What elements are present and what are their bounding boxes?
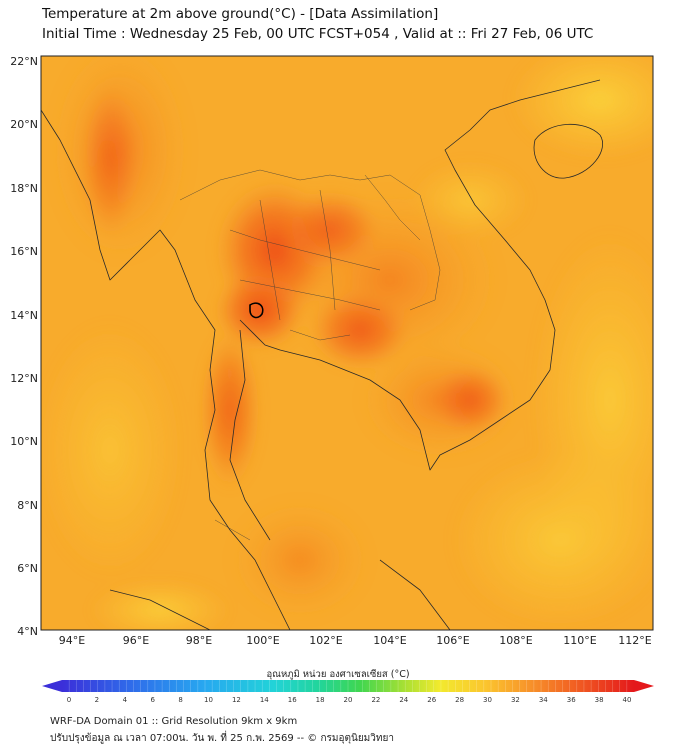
lon-label: 100°E [246, 634, 279, 647]
colorbar-tick-label: 32 [511, 696, 520, 704]
lat-label: 16°N [10, 245, 38, 258]
colorbar-tick-label: 28 [455, 696, 464, 704]
temperature-field [41, 56, 653, 630]
lon-label: 108°E [499, 634, 532, 647]
coastlines [41, 79, 603, 630]
colorbar-tick-label: 14 [260, 696, 269, 704]
lon-label: 94°E [59, 634, 85, 647]
colorbar-tick-label: 12 [232, 696, 241, 704]
colorbar-tick-label: 4 [123, 696, 128, 704]
lat-label: 12°N [10, 372, 38, 385]
lat-label: 20°N [10, 118, 38, 131]
lon-label: 98°E [186, 634, 212, 647]
colorbar-tick-label: 20 [344, 696, 353, 704]
lon-label: 102°E [309, 634, 342, 647]
lat-label: 4°N [17, 625, 38, 638]
footer-model-info: WRF-DA Domain 01 :: Grid Resolution 9km … [50, 716, 298, 727]
admin-borders [179, 169, 441, 541]
colorbar: 0 2 4 6 8 10 12 14 16 18 20 22 24 26 28 30 32 34 36 38 40 [42, 680, 654, 704]
colorbar-tick-label: 22 [371, 696, 380, 704]
colorbar-tick-label: 40 [623, 696, 632, 704]
colorbar-gradient [62, 680, 634, 692]
lon-label: 112°E [618, 634, 651, 647]
lon-label: 110°E [563, 634, 596, 647]
colorbar-min-arrow [42, 680, 62, 692]
colorbar-tick-label: 18 [316, 696, 325, 704]
lat-label: 18°N [10, 182, 38, 195]
lat-label: 6°N [17, 562, 38, 575]
latitude-labels: 22°N 20°N 18°N 16°N 14°N 12°N 10°N 8°N 6… [10, 55, 38, 638]
colorbar-tick-label: 38 [595, 696, 604, 704]
colorbar-tick-label: 2 [95, 696, 99, 704]
longitude-labels: 94°E 96°E 98°E 100°E 102°E 104°E 106°E 1… [59, 634, 652, 647]
colorbar-tick-label: 10 [204, 696, 213, 704]
lon-label: 104°E [373, 634, 406, 647]
footer-credit: ปรับปรุงข้อมูล ณ เวลา 07:00น. วัน พ. ที่… [50, 733, 394, 744]
colorbar-tick-label: 36 [567, 696, 576, 704]
colorbar-tick-label: 6 [150, 696, 155, 704]
colorbar-ticks: 0 2 4 6 8 10 12 14 16 18 20 22 24 26 28 30 32 34 36 38 40 [67, 680, 632, 704]
lat-label: 22°N [10, 55, 38, 68]
colorbar-tick-label: 8 [178, 696, 182, 704]
colorbar-tick-label: 24 [399, 696, 408, 704]
map-title: Temperature at 2m above ground(°C) - [Da… [42, 6, 439, 22]
lon-label: 106°E [436, 634, 469, 647]
colorbar-tick-label: 26 [427, 696, 436, 704]
colorbar-tick-label: 30 [483, 696, 492, 704]
lat-label: 8°N [17, 499, 38, 512]
bangkok-outline [249, 302, 264, 319]
lat-label: 10°N [10, 435, 38, 448]
colorbar-tick-label: 34 [539, 696, 548, 704]
colorbar-max-arrow [634, 680, 654, 692]
colorbar-title: อุณหภูมิ หน่วย องศาเซลเซียส (°C) [266, 669, 410, 680]
lat-label: 14°N [10, 309, 38, 322]
colorbar-tick-label: 0 [67, 696, 71, 704]
colorbar-tick-label: 16 [288, 696, 297, 704]
lon-label: 96°E [123, 634, 149, 647]
map-frame [40, 55, 654, 631]
map-subtitle: Initial Time : Wednesday 25 Feb, 00 UTC … [42, 26, 594, 42]
